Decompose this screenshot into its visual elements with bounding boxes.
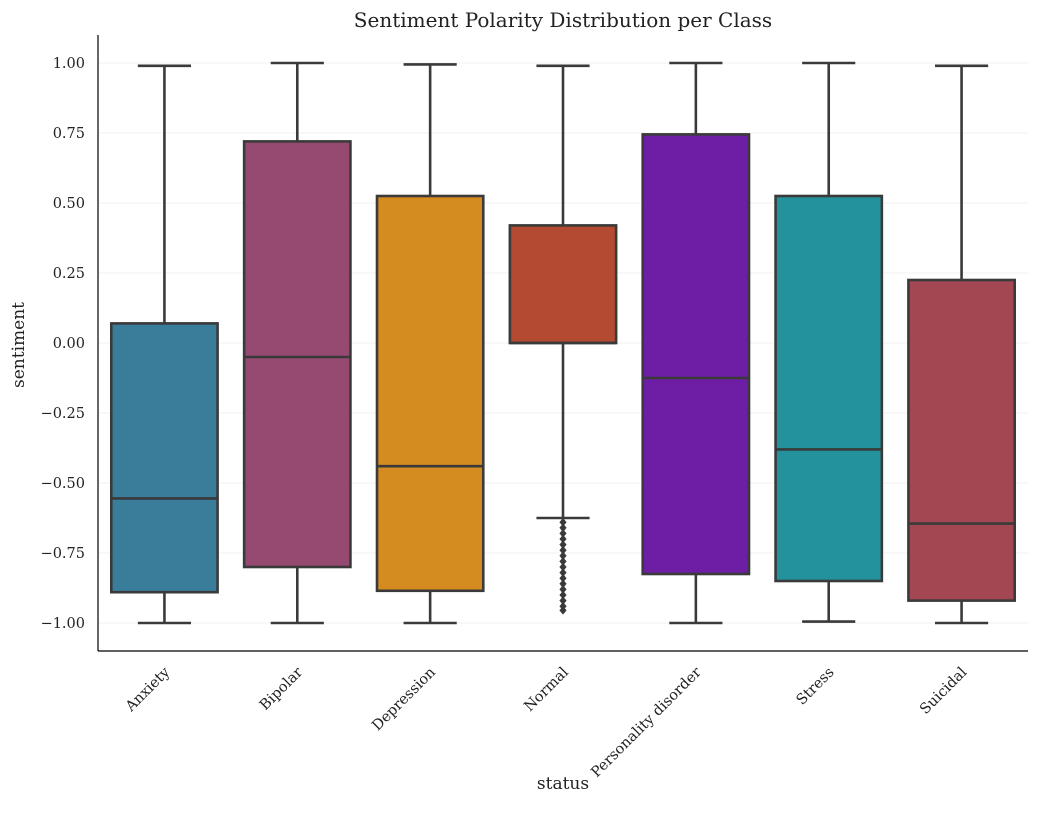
box-suicidal [907,64,1017,625]
x-tick-label: Bipolar [257,664,306,713]
x-tick-label: Normal [521,664,572,715]
y-tick-label: 1.00 [53,56,85,72]
iqr-box [242,140,352,569]
box-stress [774,61,884,623]
iqr-box [641,133,751,576]
outlier-point [559,606,567,615]
y-tick-label: 0.50 [53,196,85,212]
iqr-box [508,224,618,345]
x-axis-label: status [537,774,589,794]
y-tick-label: 0.25 [53,266,85,282]
box-normal [508,64,618,615]
x-tick-labels: Anxiety Bipolar Depression Normal Personalit… [122,664,970,781]
iqr-box [375,194,485,593]
x-tick-label: Suicidal [917,664,970,717]
x-tick-label: Personality disorder [588,664,704,780]
y-tick-label: 0.00 [53,336,85,352]
chart-title: Sentiment Polarity Distribution per Clas… [354,8,772,32]
y-tick-label: −0.75 [41,546,85,562]
y-tick-label: −0.50 [41,476,85,492]
box-anxiety [109,64,219,625]
iqr-box [774,194,884,583]
x-tick-label: Depression [369,665,439,735]
iqr-box [109,322,219,594]
x-tick-label: Anxiety [122,664,174,716]
box-series [109,61,1017,625]
y-tick-label: 0.75 [53,126,85,142]
box-bipolar [242,61,352,625]
y-axis-label: sentiment [9,302,29,388]
y-tick-labels: 1.00 0.75 0.50 0.25 0.00 −0.25 −0.50 −0.75 −1.00 [41,56,85,632]
y-tick-label: −1.00 [41,616,85,632]
axes [97,35,1028,652]
box-personality-disorder [641,61,751,625]
box-depression [375,63,485,625]
y-tick-label: −0.25 [41,406,85,422]
x-tick-label: Stress [794,665,838,709]
iqr-box [907,278,1017,602]
